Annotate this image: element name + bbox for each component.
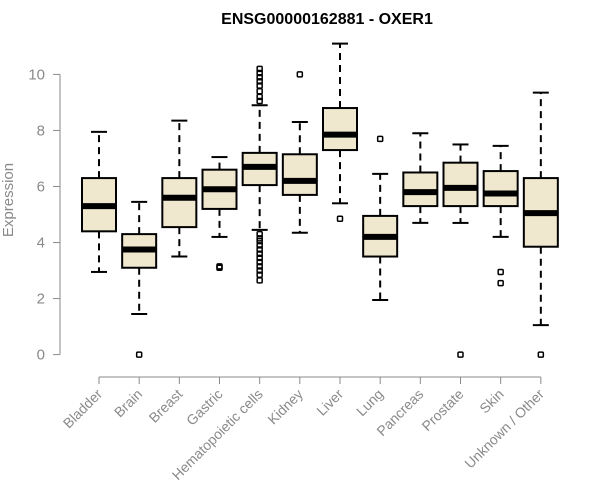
- y-axis-label: Expression: [0, 163, 17, 237]
- box-group: [522, 91, 559, 358]
- y-tick-label: 8: [37, 122, 45, 139]
- box-group: [121, 200, 158, 358]
- y-tick-label: 0: [37, 347, 45, 364]
- chart-title: ENSG00000162881 - OXER1: [221, 11, 433, 28]
- x-tick-label: Brain: [111, 386, 145, 420]
- box-group: [81, 130, 117, 273]
- outlier-point: [497, 268, 504, 276]
- y-tick-label: 2: [37, 291, 45, 308]
- box-group: [241, 65, 278, 284]
- outlier-point: [256, 82, 263, 89]
- outlier-point: [457, 351, 464, 358]
- outlier-point: [296, 71, 304, 78]
- iqr-box: [281, 153, 318, 196]
- iqr-box: [322, 107, 358, 152]
- iqr-box: [161, 177, 198, 229]
- outlier-point: [256, 277, 263, 284]
- box-group: [322, 42, 358, 222]
- box-group: [482, 144, 519, 287]
- outlier-point: [256, 65, 263, 73]
- outlier-point: [256, 267, 263, 274]
- outlier-point: [216, 263, 223, 270]
- y-tick-label: 4: [37, 235, 45, 252]
- box-group: [442, 143, 479, 358]
- outlier-point: [537, 351, 545, 358]
- outlier-point: [135, 351, 143, 358]
- outlier-point: [256, 69, 263, 77]
- outlier-point: [256, 93, 263, 101]
- outlier-point: [256, 87, 263, 95]
- y-tick-label: 6: [37, 178, 45, 195]
- x-tick-label: Prostate: [418, 386, 466, 434]
- box-group: [402, 132, 439, 224]
- box-group: [281, 71, 318, 234]
- box-group: [362, 135, 399, 301]
- outlier-point: [256, 263, 263, 270]
- outlier-point: [376, 135, 384, 143]
- box-group: [201, 156, 238, 271]
- y-axis: 0 2 4 6 8 10: [28, 66, 61, 364]
- outlier-point: [497, 279, 504, 287]
- box-series: [81, 42, 559, 358]
- x-tick-label: Liver: [313, 386, 346, 419]
- outlier-point: [256, 78, 263, 85]
- outlier-point: [256, 235, 263, 242]
- x-tick-label: Kidney: [264, 386, 306, 428]
- outlier-point: [256, 271, 263, 278]
- iqr-box: [482, 170, 519, 208]
- outlier-point: [256, 254, 263, 262]
- x-tick-label: Breast: [146, 386, 186, 426]
- outlier-point: [256, 73, 263, 81]
- outlier-point: [256, 246, 263, 253]
- y-tick-label: 10: [28, 66, 45, 83]
- outlier-point: [256, 242, 263, 249]
- outlier-point: [256, 230, 263, 238]
- outlier-point: [336, 215, 344, 222]
- x-tick-label: Bladder: [60, 386, 106, 432]
- x-tick-label: Lung: [353, 386, 386, 419]
- box-group: [161, 119, 198, 258]
- outlier-point: [256, 97, 263, 105]
- outlier-point: [256, 250, 263, 257]
- outlier-point: [256, 258, 263, 266]
- iqr-box: [442, 161, 479, 208]
- x-tick-label: Skin: [476, 386, 507, 417]
